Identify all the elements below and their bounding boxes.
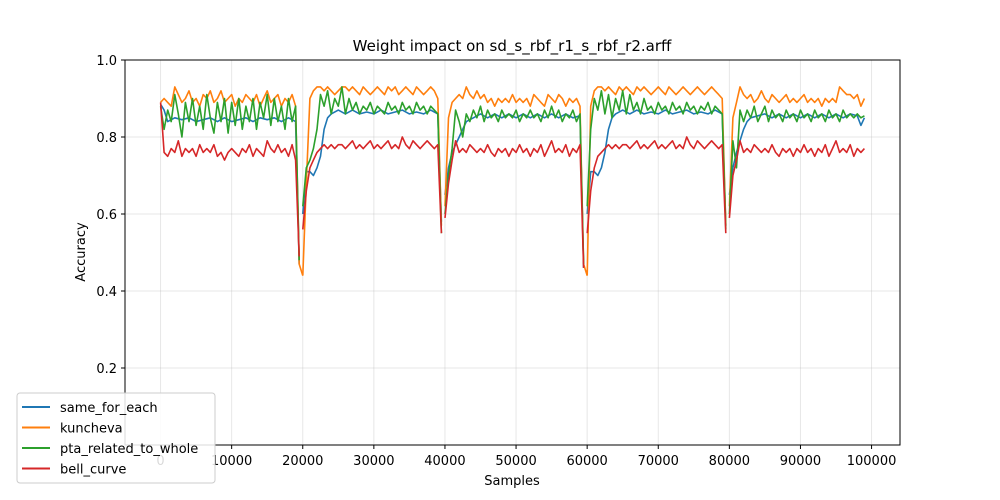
- x-tick-label: 100000: [847, 454, 897, 469]
- x-axis-label: Samples: [484, 474, 540, 489]
- x-tick-label: 50000: [495, 454, 536, 469]
- series-line-kuncheva: [444, 86, 588, 276]
- series-line-bell_curve: [159, 102, 300, 257]
- y-tick-label: 0.4: [96, 285, 117, 300]
- series-line-pta_related_to_whole: [159, 93, 300, 261]
- x-tick-label: 60000: [566, 454, 607, 469]
- y-tick-label: 0.6: [96, 208, 117, 223]
- plot-area: [125, 60, 900, 445]
- series-line-kuncheva: [302, 86, 443, 276]
- x-tick-label: 10000: [211, 454, 252, 469]
- plot-frame: [124, 59, 901, 446]
- series-line-pta_related_to_whole: [728, 105, 865, 215]
- series-line-same_for_each: [586, 109, 727, 226]
- x-tick-label: 40000: [424, 454, 465, 469]
- x-tick-label: 70000: [638, 454, 679, 469]
- series-line-kuncheva: [586, 86, 727, 276]
- legend: same_for_each kuncheva pta_related_to_whol…: [16, 392, 216, 484]
- series-kuncheva: [160, 86, 866, 276]
- x-axis-ticks: 0100002000030000400005000060000700008000…: [156, 445, 896, 469]
- y-tick-label: 0.2: [96, 362, 117, 377]
- series-line-kuncheva: [160, 86, 304, 276]
- series-line-kuncheva: [728, 86, 866, 207]
- legend-label-bell_curve: bell_curve: [60, 463, 126, 478]
- series-line-bell_curve: [586, 136, 727, 234]
- y-axis-label: Accuracy: [74, 222, 89, 282]
- legend-label-kuncheva: kuncheva: [60, 422, 123, 437]
- series-pta_related_to_whole: [159, 86, 865, 265]
- x-tick-label: 20000: [282, 454, 323, 469]
- y-tick-label: 0.8: [96, 131, 117, 146]
- legend-label-same_for_each: same_for_each: [60, 401, 158, 416]
- series-line-bell_curve: [302, 136, 443, 234]
- series-line-pta_related_to_whole: [586, 90, 727, 230]
- chart-title: Weight impact on sd_s_rbf_r1_s_rbf_r2.ar…: [353, 37, 672, 56]
- x-tick-label: 30000: [353, 454, 394, 469]
- series-bell_curve: [159, 102, 865, 268]
- y-axis-ticks: 0.2 0.4 0.6 0.8 1.0: [96, 54, 125, 377]
- series-line-bell_curve: [728, 140, 865, 218]
- legend-box: [16, 392, 216, 484]
- series-line-pta_related_to_whole: [444, 105, 585, 265]
- x-tick-label: 90000: [780, 454, 821, 469]
- x-tick-label: 80000: [709, 454, 750, 469]
- series-lines: [159, 86, 866, 276]
- y-tick-label: 1.0: [96, 54, 117, 69]
- legend-label-pta_related_to_whole: pta_related_to_whole: [60, 442, 198, 457]
- series-line-pta_related_to_whole: [302, 86, 443, 234]
- series-line-bell_curve: [444, 140, 585, 268]
